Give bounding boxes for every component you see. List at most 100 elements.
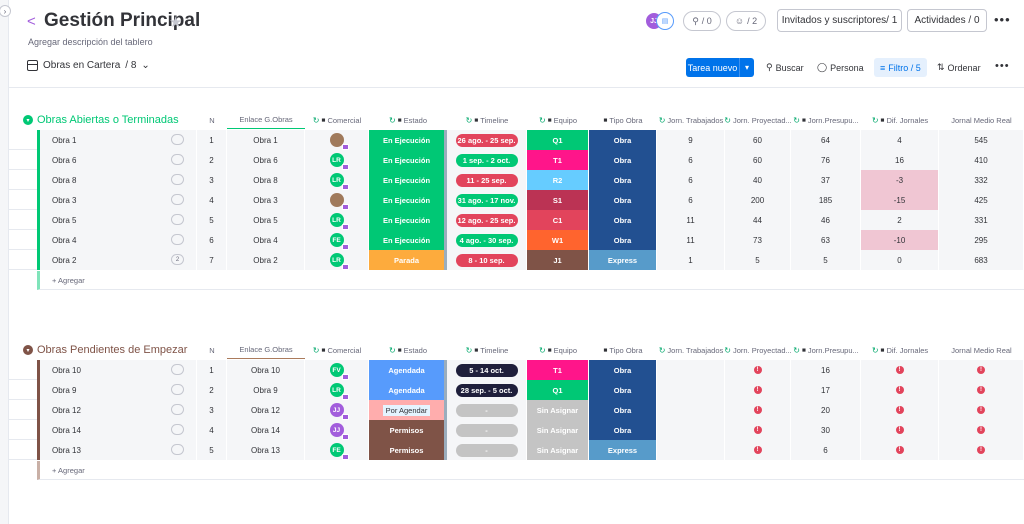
cell-tipo[interactable]: Obra — [589, 230, 657, 250]
table-row[interactable]: Obra 8 3 Obra 8 LR En Ejecución 11 - 25 sep. R… — [9, 170, 1024, 190]
cell-dif[interactable]: -10 — [861, 230, 939, 250]
linked-item[interactable]: Obra 10 — [251, 365, 280, 375]
cell-dif[interactable]: ! — [861, 420, 939, 440]
column-header-equipo[interactable]: ↻ ■ Equipo — [527, 111, 589, 129]
cell-estado[interactable]: Agendada — [369, 360, 447, 380]
cell-jorn-proy[interactable]: ! — [725, 360, 791, 380]
cell-jorn-trab[interactable]: 6 — [657, 150, 725, 170]
cell-jorn-pres[interactable]: 63 — [791, 230, 861, 250]
cell-jorn-trab[interactable]: 6 — [657, 170, 725, 190]
cell-estado[interactable]: En Ejecución — [369, 210, 447, 230]
cell-jornal[interactable]: 331 — [939, 210, 1024, 230]
cell-comercial[interactable]: JJ — [305, 420, 369, 440]
column-header-timeline[interactable]: ↻ ■ Timeline — [447, 341, 527, 359]
item-name[interactable]: Obra 5 — [40, 210, 197, 230]
cell-estado[interactable]: Parada — [369, 250, 447, 270]
avatar[interactable] — [329, 193, 349, 210]
cell-timeline[interactable]: 31 ago. - 17 nov. — [447, 190, 527, 210]
table-row[interactable]: Obra 2 2 7 Obra 2 LR Parada 8 - 10 sep. J1 Expre… — [9, 250, 1024, 270]
cell-equipo[interactable]: Q1 — [527, 380, 589, 400]
cell-num[interactable]: 5 — [197, 440, 227, 460]
column-header-comercial[interactable]: ↻ ■ Comercial — [305, 111, 369, 129]
cell-jornal[interactable]: 410 — [939, 150, 1024, 170]
cell-jorn-proy[interactable]: ! — [725, 420, 791, 440]
board-description[interactable]: Agregar descripción del tablero — [28, 37, 153, 47]
column-header-estado[interactable]: ↻ ■ Estado — [369, 111, 447, 129]
cell-num[interactable]: 1 — [197, 130, 227, 150]
cell-equipo[interactable]: T1 — [527, 360, 589, 380]
linked-item[interactable]: Obra 12 — [251, 405, 280, 415]
table-row[interactable]: Obra 13 5 Obra 13 FE Permisos - Sin Asignar Exp… — [9, 440, 1024, 460]
cell-tipo[interactable]: Obra — [589, 400, 657, 420]
cell-jorn-pres[interactable]: 16 — [791, 360, 861, 380]
cell-tipo[interactable]: Obra — [589, 420, 657, 440]
cell-estado[interactable]: Permisos — [369, 440, 447, 460]
chat-icon[interactable] — [171, 154, 184, 165]
avatar[interactable]: FE — [329, 233, 349, 250]
cell-equipo[interactable]: C1 — [527, 210, 589, 230]
column-header-link[interactable]: Enlace G.Obras — [227, 111, 305, 129]
cell-dif[interactable]: 0 — [861, 250, 939, 270]
item-name[interactable]: Obra 3 — [40, 190, 197, 210]
cell-dif[interactable]: 16 — [861, 150, 939, 170]
cell-comercial[interactable] — [305, 190, 369, 210]
cell-tipo[interactable]: Obra — [589, 380, 657, 400]
cell-timeline[interactable]: - — [447, 440, 527, 460]
group-title[interactable]: ▾ Obras Pendientes de Empezar — [23, 344, 187, 356]
avatar[interactable]: LR — [329, 253, 349, 270]
table-row[interactable]: Obra 4 6 Obra 4 FE En Ejecución 4 ago. - 30 s… — [9, 230, 1024, 250]
timeline-bar[interactable]: 11 - 25 sep. — [455, 173, 518, 187]
item-name[interactable]: Obra 6 — [40, 150, 197, 170]
cell-estado[interactable]: En Ejecución — [369, 130, 447, 150]
cell-tipo[interactable]: Obra — [589, 360, 657, 380]
linked-item[interactable]: Obra 2 — [253, 255, 278, 265]
linked-item[interactable]: Obra 6 — [253, 155, 278, 165]
chat-icon[interactable] — [171, 194, 184, 205]
cell-estado[interactable]: Por Agendar — [369, 400, 447, 420]
cell-jorn-pres[interactable]: 6 — [791, 440, 861, 460]
cell-estado[interactable]: En Ejecución — [369, 190, 447, 210]
cell-jorn-trab[interactable]: 9 — [657, 130, 725, 150]
cell-jorn-trab[interactable]: 6 — [657, 190, 725, 210]
cell-link[interactable]: Obra 5 — [227, 210, 305, 230]
cell-dif[interactable]: ! — [861, 400, 939, 420]
timeline-bar[interactable]: - — [455, 403, 518, 417]
cell-link[interactable]: Obra 2 — [227, 250, 305, 270]
timeline-bar[interactable]: - — [455, 423, 518, 437]
item-name[interactable]: Obra 1 — [40, 130, 197, 150]
cell-link[interactable]: Obra 13 — [227, 440, 305, 460]
linked-item[interactable]: Obra 14 — [251, 425, 280, 435]
column-header-num[interactable]: N — [197, 341, 227, 359]
chat-icon[interactable] — [171, 384, 184, 395]
cell-timeline[interactable]: - — [447, 400, 527, 420]
cell-estado[interactable]: Permisos — [369, 420, 447, 440]
timeline-bar[interactable]: 5 - 14 oct. — [455, 363, 518, 377]
new-item-button[interactable]: Tarea nuevo ▾ — [686, 58, 754, 77]
cell-dif[interactable]: 2 — [861, 210, 939, 230]
group-title-label[interactable]: Obras Pendientes de Empezar — [37, 344, 188, 356]
cell-equipo[interactable]: R2 — [527, 170, 589, 190]
chevron-down-icon[interactable]: ▾ — [739, 58, 754, 77]
cell-estado[interactable]: En Ejecución — [369, 150, 447, 170]
cell-jorn-proy[interactable]: ! — [725, 380, 791, 400]
cell-jorn-trab[interactable]: 11 — [657, 230, 725, 250]
timeline-bar[interactable]: 8 - 10 sep. — [455, 253, 518, 267]
search-everything-button[interactable]: ⚲/ 0 — [683, 11, 721, 31]
filter-button[interactable]: ≡ Filtro / 5 — [874, 58, 927, 77]
chevron-right-icon[interactable]: › — [0, 5, 11, 17]
cell-link[interactable]: Obra 8 — [227, 170, 305, 190]
cell-jorn-proy[interactable]: ! — [725, 400, 791, 420]
column-header-dif[interactable]: ↻ ■ Dif. Jornales — [861, 341, 939, 359]
avatar[interactable]: JJ — [329, 403, 349, 420]
table-row[interactable]: Obra 1 1 Obra 1 En Ejecución 26 ago. - 25 se… — [9, 130, 1024, 150]
star-icon[interactable]: ★ — [169, 14, 183, 31]
timeline-bar[interactable]: 28 sep. - 5 oct. — [455, 383, 518, 397]
column-header-jorn-trab[interactable]: ↻ Jorn. Trabajados — [657, 341, 725, 359]
cell-timeline[interactable]: 1 sep. - 2 oct. — [447, 150, 527, 170]
cell-timeline[interactable]: 28 sep. - 5 oct. — [447, 380, 527, 400]
timeline-bar[interactable]: 12 ago. - 25 sep. — [455, 213, 518, 227]
cell-jorn-pres[interactable]: 5 — [791, 250, 861, 270]
cell-link[interactable]: Obra 14 — [227, 420, 305, 440]
table-row[interactable]: Obra 10 1 Obra 10 FV Agendada 5 - 14 oct. T1 Ob… — [9, 360, 1024, 380]
cell-tipo[interactable]: Obra — [589, 190, 657, 210]
